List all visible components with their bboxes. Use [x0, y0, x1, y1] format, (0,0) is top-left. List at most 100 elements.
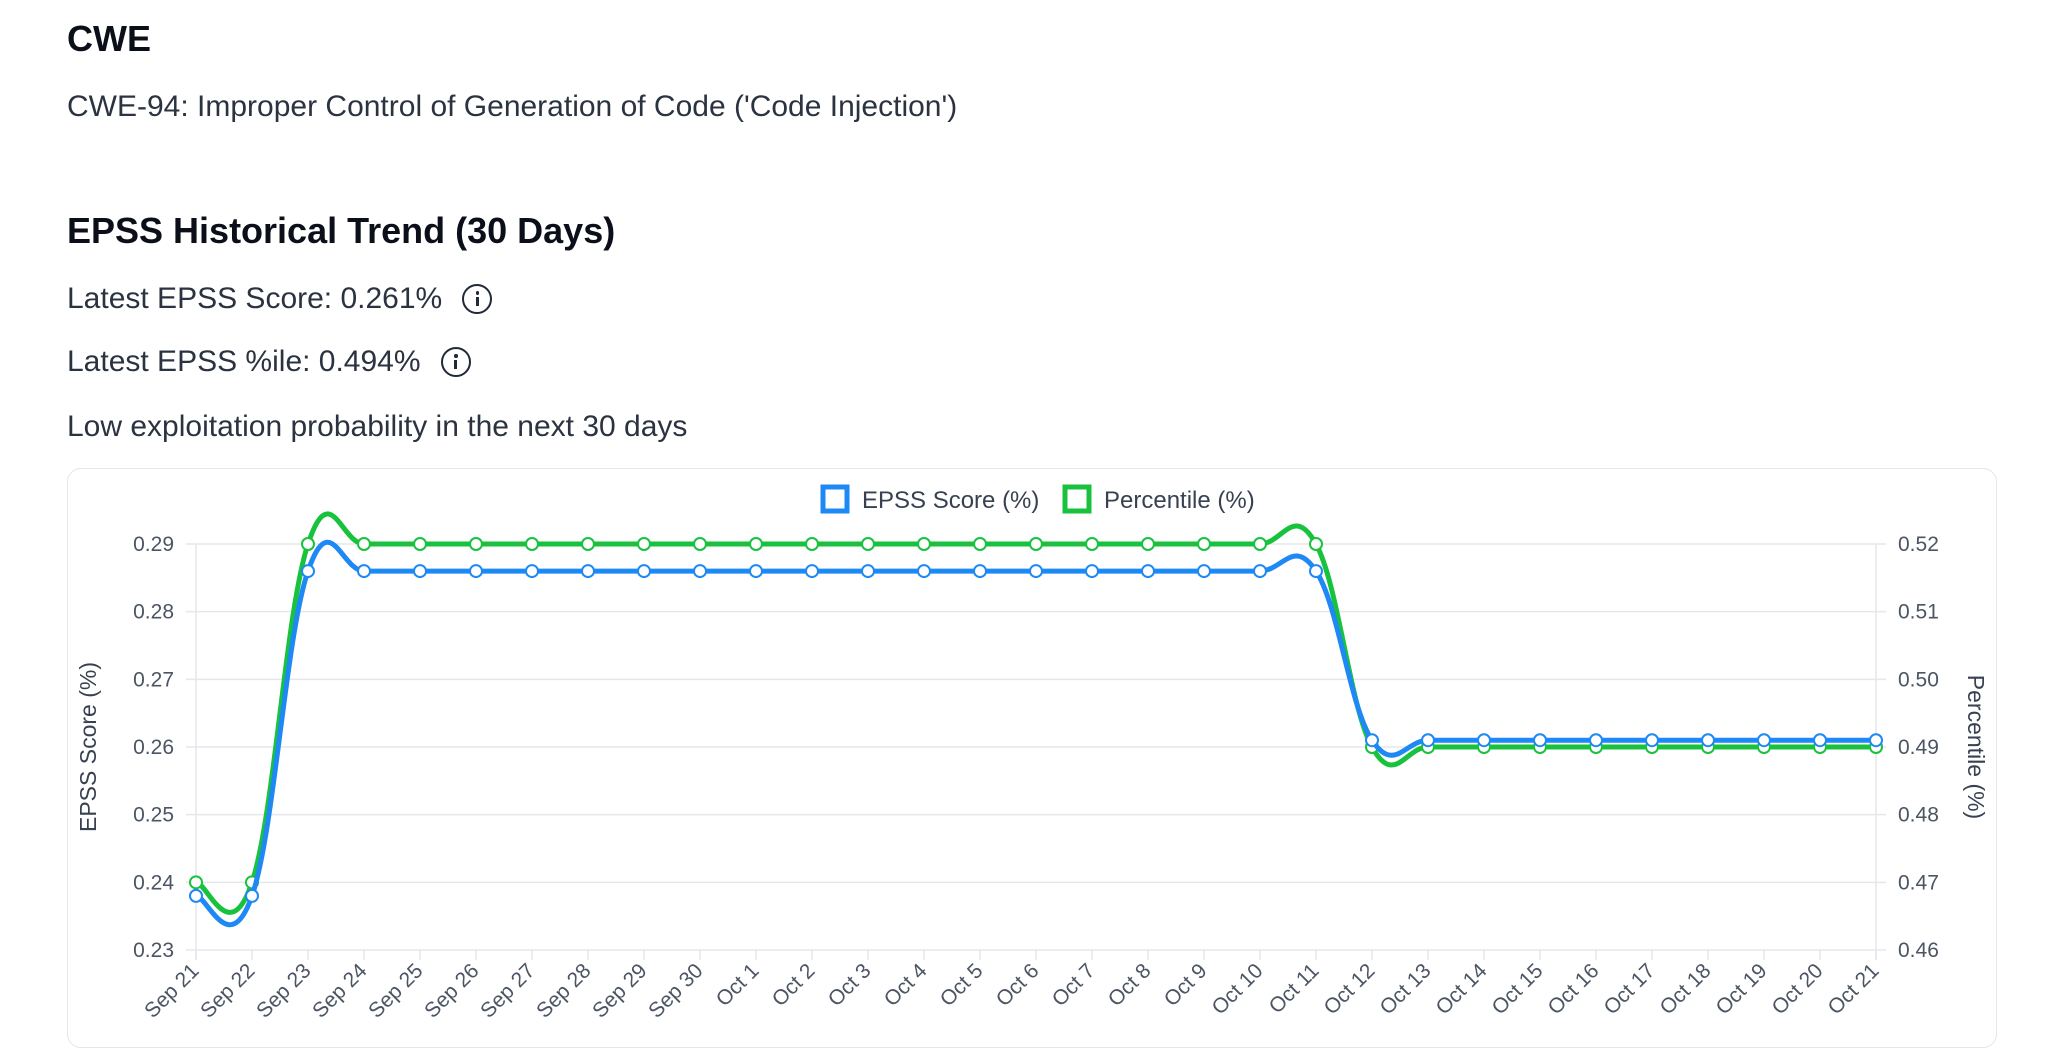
epss-score-data-point — [413, 564, 427, 579]
x-tick-label: Oct 12 — [1320, 959, 1380, 1019]
percentile-data-point — [693, 537, 707, 551]
percentile-data-point — [189, 875, 203, 890]
x-tick-label: Oct 8 — [1104, 959, 1156, 1011]
info-icon[interactable] — [462, 284, 493, 314]
y-left-tick-label: 0.24 — [133, 871, 174, 894]
x-tick-label: Sep 21 — [140, 959, 203, 1022]
epss-score-data-point — [749, 564, 763, 579]
percentile-data-point — [805, 537, 819, 551]
y-left-axis-title: EPSS Score (%) — [75, 662, 101, 832]
epss-score-data-point — [1085, 564, 1099, 579]
x-tick-label: Oct 9 — [1160, 959, 1212, 1011]
x-tick-label: Oct 20 — [1768, 959, 1828, 1019]
percentile-data-point — [1309, 537, 1323, 551]
epss-score-series-line — [193, 539, 1879, 928]
epss-score-data-point — [1701, 733, 1715, 748]
y-left-tick-label: 0.29 — [133, 533, 174, 556]
x-tick-label: Oct 3 — [824, 959, 876, 1011]
epss-score-data-point — [1477, 733, 1491, 748]
legend-item-percentile[interactable]: Percentile (%) — [1062, 484, 1255, 514]
x-tick-label: Oct 14 — [1432, 959, 1492, 1019]
epss-score-data-point — [1197, 564, 1211, 579]
percentile-data-point — [1197, 537, 1211, 551]
x-tick-label: Sep 24 — [308, 959, 372, 1023]
epss-score-data-point — [1421, 733, 1435, 748]
epss-score-data-point — [637, 564, 651, 579]
latest-epss-score-text: Latest EPSS Score: 0.261% — [67, 282, 443, 315]
percentile-data-point — [1085, 537, 1099, 551]
epss-score-data-point — [973, 564, 987, 579]
percentile-data-point — [469, 537, 483, 551]
legend-swatch[interactable] — [820, 484, 850, 514]
epss-score-data-point — [1869, 733, 1883, 748]
percentile-data-point — [917, 537, 931, 551]
x-tick-label: Oct 7 — [1048, 959, 1100, 1011]
epss-trend-chart: 0.29 0.52 0.28 0.51 0.27 0.50 0.26 0.49 0.25 0.48… — [75, 484, 1989, 1023]
y-right-tick-label: 0.51 — [1898, 601, 1939, 624]
epss-score-data-point — [917, 564, 931, 579]
epss-score-data-point — [1757, 733, 1771, 748]
percentile-data-point — [357, 537, 371, 551]
y-left-tick-label: 0.23 — [133, 939, 174, 962]
x-tick-label: Oct 4 — [880, 959, 932, 1011]
percentile-data-point — [581, 537, 595, 551]
y-right-tick-label: 0.47 — [1898, 871, 1939, 894]
percentile-data-point — [525, 537, 539, 551]
epss-score-data-point — [1645, 733, 1659, 748]
x-tick-label: Sep 26 — [420, 959, 483, 1022]
x-tick-label: Oct 16 — [1544, 959, 1604, 1019]
epss-score-data-point — [469, 564, 483, 579]
percentile-data-point — [861, 537, 875, 551]
y-right-tick-label: 0.46 — [1898, 939, 1939, 962]
x-tick-label: Oct 1 — [712, 959, 764, 1011]
y-left-tick-label: 0.26 — [133, 736, 174, 759]
percentile-series-line — [193, 511, 1879, 915]
percentile-data-point — [1029, 537, 1043, 551]
epss-score-data-point — [1253, 564, 1267, 579]
epss-score-data-point — [861, 564, 875, 579]
x-tick-label: Sep 28 — [532, 959, 595, 1022]
legend-label[interactable]: EPSS Score (%) — [862, 487, 1039, 514]
percentile-data-point — [1253, 537, 1267, 551]
legend-swatch[interactable] — [1062, 484, 1092, 514]
x-tick-label: Oct 13 — [1376, 959, 1436, 1019]
y-right-axis-title: Percentile (%) — [1963, 675, 1989, 819]
exploitation-summary: Low exploitation probability in the next… — [67, 410, 688, 443]
percentile-data-point — [1141, 537, 1155, 551]
epss-score-data-point — [1365, 733, 1379, 748]
epss-score-data-point — [1141, 564, 1155, 579]
x-tick-label: Oct 18 — [1656, 959, 1716, 1019]
x-tick-label: Oct 5 — [936, 959, 988, 1011]
epss-score-data-point — [805, 564, 819, 579]
y-right-tick-label: 0.48 — [1898, 804, 1939, 827]
epss-score-data-point — [525, 564, 539, 579]
x-tick-label: Sep 27 — [476, 959, 539, 1022]
x-tick-label: Sep 22 — [196, 959, 259, 1022]
x-tick-label: Oct 2 — [768, 959, 820, 1011]
y-right-tick-label: 0.49 — [1898, 736, 1939, 759]
legend-label[interactable]: Percentile (%) — [1104, 487, 1255, 514]
x-tick-label: Oct 15 — [1488, 959, 1548, 1019]
epss-score-data-point — [189, 888, 203, 903]
percentile-data-point — [973, 537, 987, 551]
y-left-tick-label: 0.25 — [133, 804, 174, 827]
epss-score-data-point — [245, 888, 259, 903]
epss-score-data-point — [1029, 564, 1043, 579]
x-tick-label: Oct 6 — [992, 959, 1044, 1011]
y-right-tick-label: 0.50 — [1898, 668, 1939, 691]
x-tick-label: Oct 21 — [1824, 959, 1884, 1019]
x-tick-label: Sep 25 — [364, 959, 427, 1022]
legend-item-epss-score[interactable]: EPSS Score (%) — [820, 484, 1039, 514]
epss-score-data-point — [1533, 733, 1547, 748]
epss-score-data-point — [581, 564, 595, 579]
epss-score-data-point — [357, 564, 371, 579]
y-right-tick-label: 0.52 — [1898, 533, 1939, 556]
y-left-tick-label: 0.27 — [133, 668, 174, 691]
epss-score-data-point — [1589, 733, 1603, 748]
cwe-section-title: CWE — [67, 18, 151, 59]
info-icon[interactable] — [440, 347, 471, 377]
epss-chart-card: 0.29 0.52 0.28 0.51 0.27 0.50 0.26 0.49 0.25 0.48… — [67, 468, 1997, 1048]
x-tick-label: Oct 11 — [1265, 959, 1324, 1018]
percentile-data-point — [749, 537, 763, 551]
cwe-description: CWE-94: Improper Control of Generation o… — [67, 90, 958, 123]
